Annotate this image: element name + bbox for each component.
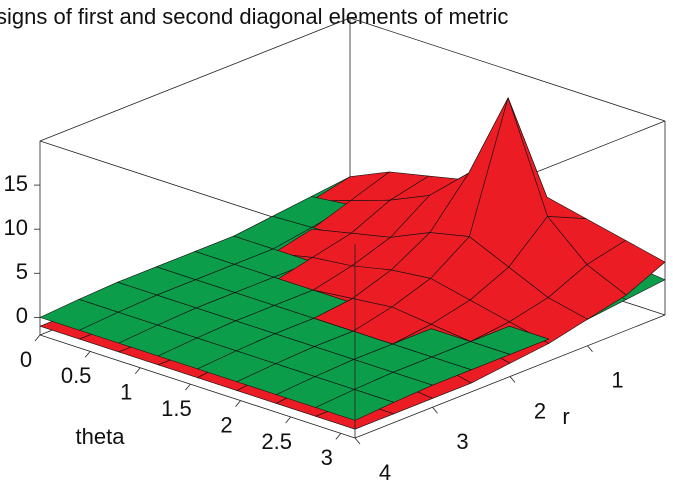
z-tick-label: 10	[4, 215, 28, 240]
x-tick-label: 0.5	[61, 363, 92, 388]
box-edge	[39, 334, 356, 439]
y-tick	[509, 376, 516, 383]
y-tick-label: 1	[611, 368, 623, 393]
z-tick-label: 0	[16, 303, 28, 328]
x-tick	[34, 334, 41, 342]
x-tick-label: 1	[120, 380, 132, 405]
x-tick-label: 3	[321, 445, 333, 470]
x-tick-label: 2	[220, 412, 232, 437]
x-axis-label: theta	[76, 424, 126, 449]
x-tick-label: 1.5	[161, 396, 192, 421]
x-tick	[185, 383, 191, 391]
x-tick	[235, 400, 241, 407]
x-tick	[84, 351, 91, 358]
z-tick-label: 15	[4, 171, 28, 196]
y-tick-label: 4	[379, 460, 391, 485]
y-axis-label: r	[562, 404, 569, 429]
x-tick	[134, 367, 141, 375]
y-tick	[432, 406, 438, 414]
y-tick	[587, 345, 593, 353]
x-tick	[285, 416, 291, 424]
y-tick-label: 2	[534, 398, 546, 423]
x-tick-label: 0	[20, 347, 32, 372]
y-tick-label: 3	[456, 429, 468, 454]
box-edge	[39, 17, 351, 142]
chart-title: signs of first and second diagonal eleme…	[0, 4, 508, 29]
x-tick	[335, 433, 342, 440]
y-tick	[354, 437, 361, 445]
box-edge	[349, 17, 666, 122]
x-tick-label: 2.5	[261, 429, 292, 454]
z-tick-label: 5	[16, 259, 28, 284]
